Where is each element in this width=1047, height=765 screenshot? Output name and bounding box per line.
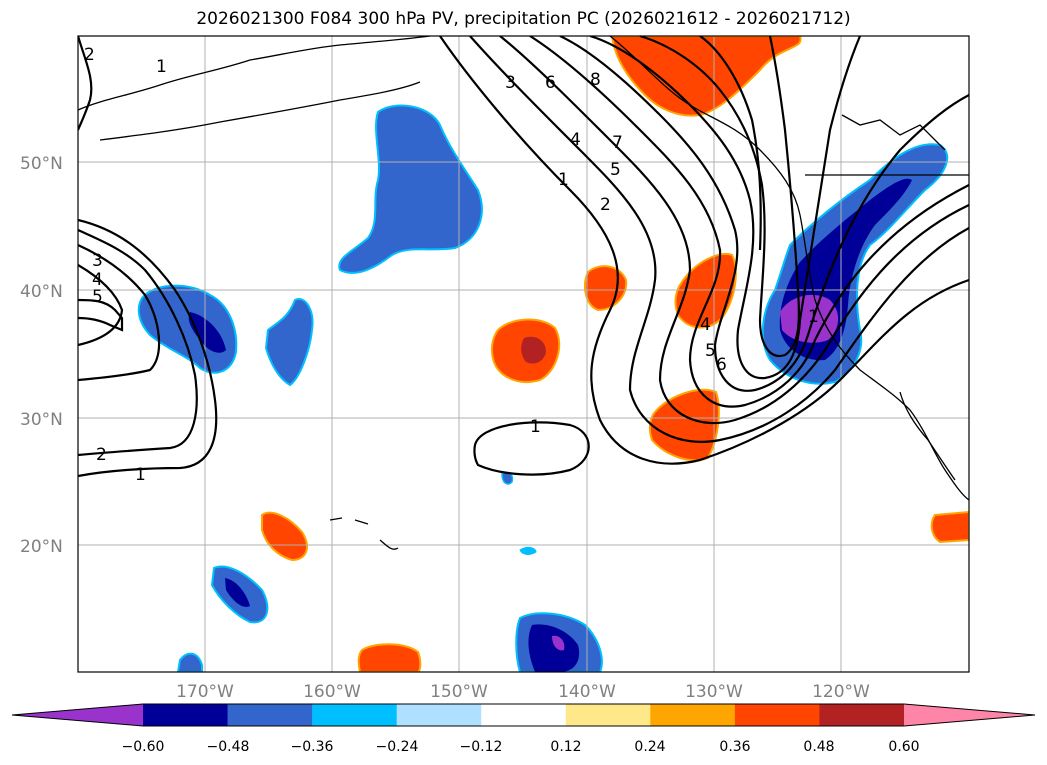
- lon-label: 130°W: [685, 682, 743, 702]
- colorbar-tick: 0.12: [550, 739, 581, 755]
- contour-label: 5: [610, 160, 621, 180]
- colorbar-tick: 0.48: [803, 739, 834, 755]
- precip-shading: [137, 36, 969, 672]
- longitude-labels: 170°W 160°W 150°W 140°W 130°W 120°W: [176, 682, 870, 702]
- colorbar-tick: −0.60: [122, 739, 165, 755]
- contour-label: 8: [590, 70, 601, 90]
- colorbar-tick: 0.36: [719, 739, 750, 755]
- colorbar-swatch: [650, 704, 736, 726]
- colorbar-swatch: [143, 704, 229, 726]
- colorbar-ticks: −0.60 −0.48 −0.36 −0.24 −0.12 0.12 0.24 …: [122, 739, 920, 755]
- colorbar-tick: −0.24: [376, 739, 419, 755]
- colorbar-tick: −0.36: [291, 739, 334, 755]
- map-title: 2026021300 F084 300 hPa PV, precipitatio…: [196, 9, 851, 29]
- contour-label: 6: [545, 73, 556, 93]
- colorbar-swatch: [481, 704, 567, 726]
- coastlines: [78, 36, 969, 550]
- latitude-labels: 50°N 40°N 30°N 20°N: [20, 154, 63, 557]
- colorbar-extend-low: [12, 704, 143, 726]
- contour-labels: 2 1 3 4 5 2 1 3 6 8 4 7 1 2 5 4 5 6 1 1: [84, 45, 819, 485]
- contour-label: 2: [96, 445, 107, 465]
- contour-label: 3: [92, 251, 103, 271]
- colorbar-tick: −0.48: [207, 739, 250, 755]
- colorbar-tick: 0.60: [888, 739, 919, 755]
- contour-label: 5: [705, 341, 716, 361]
- colorbar: −0.60 −0.48 −0.36 −0.24 −0.12 0.12 0.24 …: [11, 703, 1036, 755]
- contour-label: 2: [84, 45, 95, 65]
- lon-label: 140°W: [558, 682, 616, 702]
- contour-label: 1: [808, 307, 819, 327]
- colorbar-outline: [11, 703, 1036, 727]
- contour-label: 4: [92, 270, 103, 290]
- lat-label: 20°N: [20, 537, 63, 557]
- contour-label: 7: [612, 133, 623, 153]
- lon-label: 150°W: [430, 682, 488, 702]
- contour-label: 5: [92, 287, 103, 307]
- contour-label: 1: [558, 170, 569, 190]
- contour-label: 6: [716, 355, 727, 375]
- colorbar-swatch: [819, 704, 905, 726]
- map-frame: [77, 35, 970, 673]
- contour-label: 4: [700, 315, 711, 335]
- contour-label: 1: [156, 57, 167, 77]
- colorbar-swatch: [734, 704, 820, 726]
- contour-label: 3: [505, 73, 516, 93]
- lat-label: 50°N: [20, 154, 63, 174]
- contour-label: 1: [135, 465, 146, 485]
- colorbar-swatches: [11, 703, 1036, 727]
- contour-label: 4: [570, 130, 581, 150]
- lon-label: 120°W: [812, 682, 870, 702]
- lat-label: 30°N: [20, 410, 63, 430]
- colorbar-tick: 0.24: [634, 739, 665, 755]
- contour-label: 2: [600, 195, 611, 215]
- colorbar-swatch: [565, 704, 651, 726]
- colorbar-swatch: [227, 704, 313, 726]
- pv-contours: [78, 36, 969, 478]
- contour-label: 1: [530, 417, 541, 437]
- lon-label: 170°W: [176, 682, 234, 702]
- lat-label: 40°N: [20, 282, 63, 302]
- lon-label: 160°W: [303, 682, 361, 702]
- colorbar-swatch: [396, 704, 482, 726]
- colorbar-swatch: [312, 704, 398, 726]
- colorbar-extend-high: [904, 704, 1035, 726]
- colorbar-tick: −0.12: [460, 739, 503, 755]
